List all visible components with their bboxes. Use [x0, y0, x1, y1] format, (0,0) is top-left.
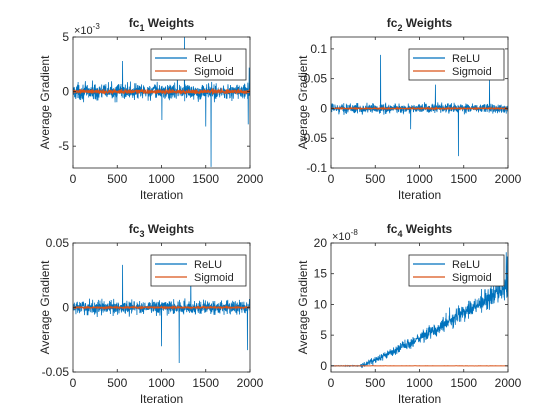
legend-box [408, 48, 505, 81]
x-axis-label: Iteration [140, 188, 183, 202]
x-tick-label: 1000 [406, 376, 433, 390]
legend-label-relu: ReLU [194, 259, 222, 271]
x-tick-label: 1000 [148, 172, 175, 186]
legend-label-sigmoid: Sigmoid [452, 272, 492, 284]
legend-label-relu: ReLU [452, 53, 480, 65]
x-axis-label: Iteration [398, 188, 441, 202]
y-axis-label: Average Gradient [296, 55, 310, 150]
y-tick-label: -5 [58, 139, 69, 153]
subplot-title: fc3 Weights [129, 222, 195, 239]
y-tick-label: 20 [314, 236, 328, 250]
y-tick-label: 0 [320, 359, 327, 373]
x-tick-label: 1500 [450, 172, 477, 186]
y-tick-label: 0.05 [304, 72, 328, 86]
x-tick-label: 1000 [148, 376, 175, 390]
x-tick-label: 500 [107, 172, 127, 186]
x-tick-label: 1500 [450, 376, 477, 390]
y-tick-label: 5 [62, 30, 69, 44]
legend-box [150, 254, 247, 287]
y-axis-label: Average Gradient [38, 55, 52, 150]
series-group [331, 54, 508, 157]
y-tick-label: 15 [314, 267, 328, 281]
x-tick-label: 2000 [237, 172, 264, 186]
x-tick-label: 1000 [406, 172, 433, 186]
subplot-2: 0 500 1000 1500 2000 0.1 0.05 0 -0.05 -0.1 fc2 Wei… [296, 16, 522, 202]
legend-label-relu: ReLU [452, 259, 480, 271]
subplot-title: fc4 Weights [387, 222, 453, 239]
y-exponent-label: ×10-8 [332, 228, 358, 243]
series-line-sigmoid [331, 106, 508, 111]
legend-label-relu: ReLU [194, 53, 222, 65]
y-axis-label: Average Gradient [38, 260, 52, 355]
y-tick-label: 10 [314, 297, 328, 311]
subplot-title: fc1 Weights [129, 16, 195, 33]
series-line-sigmoid [73, 87, 250, 96]
y-tick-label: 0 [62, 301, 69, 315]
legend-box [408, 254, 505, 287]
y-tick-label: 5 [320, 328, 327, 342]
series-group [73, 37, 250, 167]
y-tick-label: -0.05 [300, 131, 328, 145]
y-tick-label: 0 [320, 101, 327, 115]
x-tick-label: 0 [328, 376, 335, 390]
legend-box [150, 48, 247, 81]
series-group [331, 252, 508, 369]
y-tick-label: 0 [62, 85, 69, 99]
series-line-sigmoid [73, 304, 250, 310]
y-axis-label: Average Gradient [296, 260, 310, 355]
x-tick-label: 0 [328, 172, 335, 186]
x-tick-label: 0 [70, 376, 77, 390]
y-tick-label: 0.05 [46, 236, 70, 250]
x-tick-label: 1500 [192, 172, 219, 186]
x-tick-label: 0 [70, 172, 77, 186]
subplot-4: 0 500 1000 1500 2000 20 15 10 5 0 ×10-8 fc4 Weights… [296, 222, 522, 406]
y-tick-label: 0.1 [310, 42, 327, 56]
y-tick-label: -0.1 [306, 161, 327, 175]
legend-label-sigmoid: Sigmoid [194, 66, 234, 78]
x-tick-label: 500 [365, 376, 385, 390]
subplot-1: 0 500 1000 1500 2000 5 0 -5 ×10-3 fc1 Weights Iter… [38, 16, 264, 202]
x-axis-label: Iteration [398, 392, 441, 406]
x-tick-label: 1500 [192, 376, 219, 390]
x-axis-label: Iteration [140, 392, 183, 406]
x-tick-label: 2000 [495, 376, 522, 390]
x-tick-label: 2000 [495, 172, 522, 186]
x-tick-label: 2000 [237, 376, 264, 390]
x-tick-label: 500 [107, 376, 127, 390]
y-exponent-label: ×10-3 [74, 22, 100, 37]
legend-label-sigmoid: Sigmoid [452, 66, 492, 78]
subplot-title: fc2 Weights [387, 16, 453, 33]
y-tick-label: -0.05 [42, 365, 70, 379]
series-group [73, 264, 250, 363]
x-tick-label: 500 [365, 172, 385, 186]
legend-label-sigmoid: Sigmoid [194, 272, 234, 284]
